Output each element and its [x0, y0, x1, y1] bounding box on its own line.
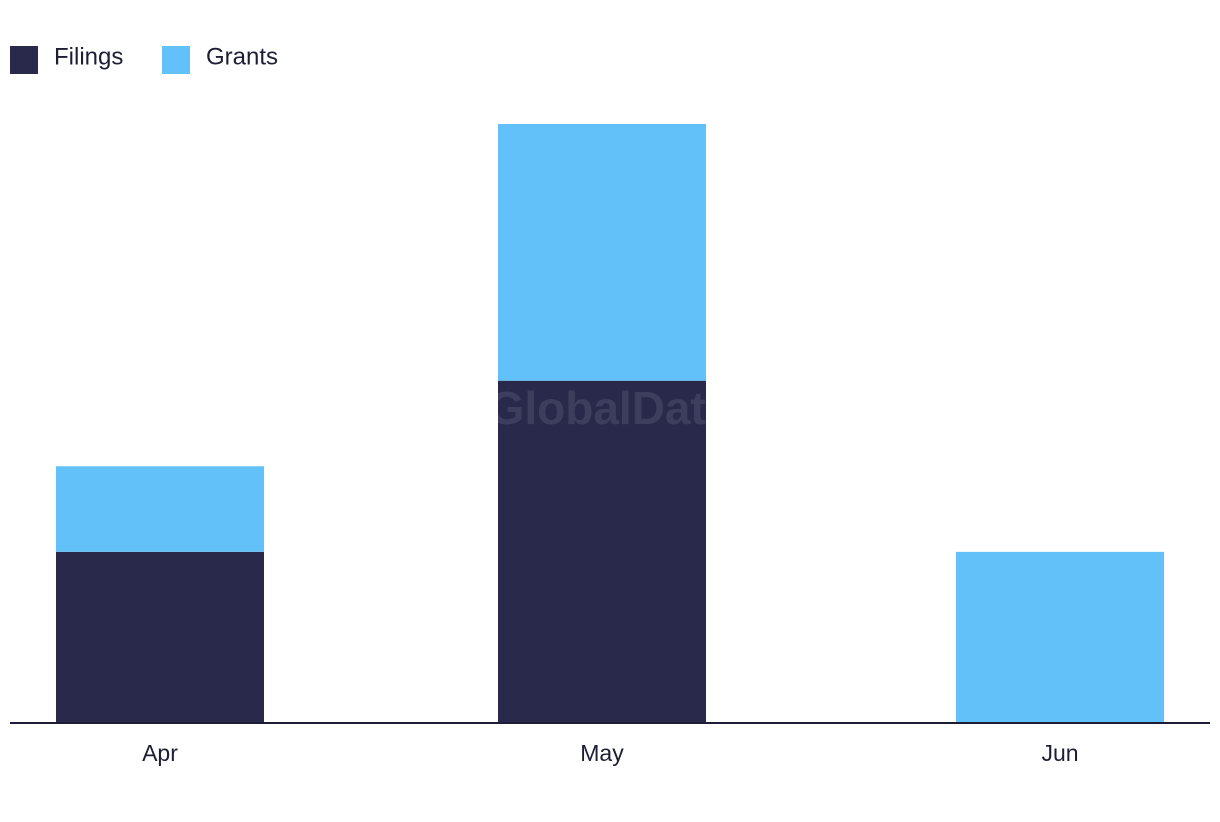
legend-swatch	[10, 46, 38, 74]
bar-segment	[498, 380, 706, 723]
bar-segment	[56, 466, 264, 552]
legend: Filings Grants	[10, 43, 278, 74]
x-tick-label: Jun	[1041, 740, 1078, 766]
bar-segment	[56, 551, 264, 723]
legend-label: Grants	[206, 43, 278, 70]
bar-segment	[498, 124, 706, 381]
legend-label: Filings	[54, 43, 123, 70]
bar-segment	[956, 551, 1164, 723]
x-tick-label: May	[580, 740, 624, 766]
legend-swatch	[162, 46, 190, 74]
bars	[56, 124, 1164, 723]
x-tick-label: Apr	[142, 740, 178, 766]
watermark: GlobalData	[489, 382, 732, 434]
